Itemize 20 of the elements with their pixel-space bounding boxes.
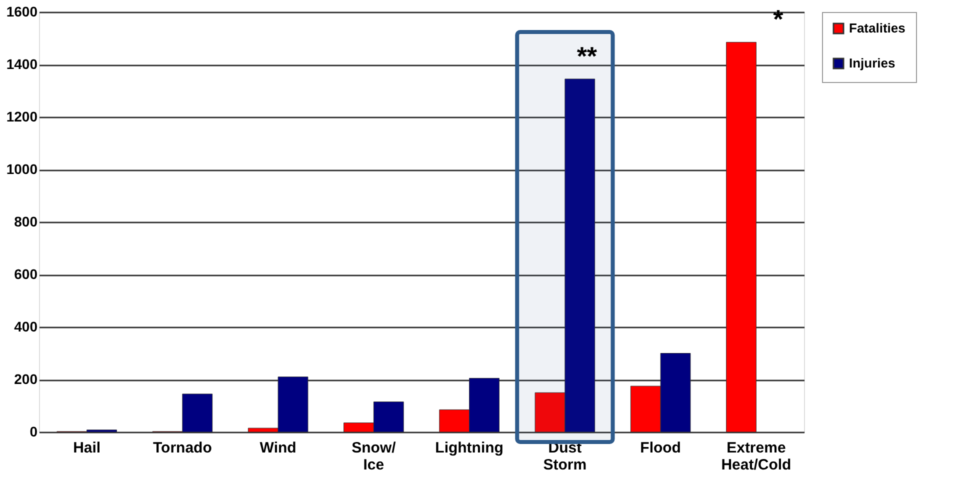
y-tick-label: 1400 (6, 56, 38, 72)
x-tick-label: Wind (260, 440, 296, 456)
y-tick-label: 1600 (6, 4, 38, 20)
y-tick-label: 1000 (6, 161, 38, 177)
annotation: * (773, 4, 784, 34)
legend-label: Fatalities (849, 20, 906, 36)
y-tick-label: 1200 (6, 108, 38, 124)
y-tick-label: 400 (14, 318, 38, 334)
legend-label: Injuries (849, 56, 896, 70)
x-tick-label: Extreme Heat/Cold (721, 440, 792, 474)
x-tick-label: Hail (73, 440, 101, 456)
y-tick-label: 800 (14, 214, 38, 230)
x-tick-label: Tornado (152, 440, 212, 456)
x-tick-label: Lightning (435, 440, 504, 456)
y-tick-label: 200 (14, 371, 38, 387)
x-tick-label: Snow/ Ice (352, 440, 397, 474)
y-tick-label: 600 (14, 266, 38, 282)
annotation: ** (576, 40, 598, 71)
y-tick-label: 0 (30, 424, 38, 440)
x-tick-label: Flood (640, 440, 681, 456)
